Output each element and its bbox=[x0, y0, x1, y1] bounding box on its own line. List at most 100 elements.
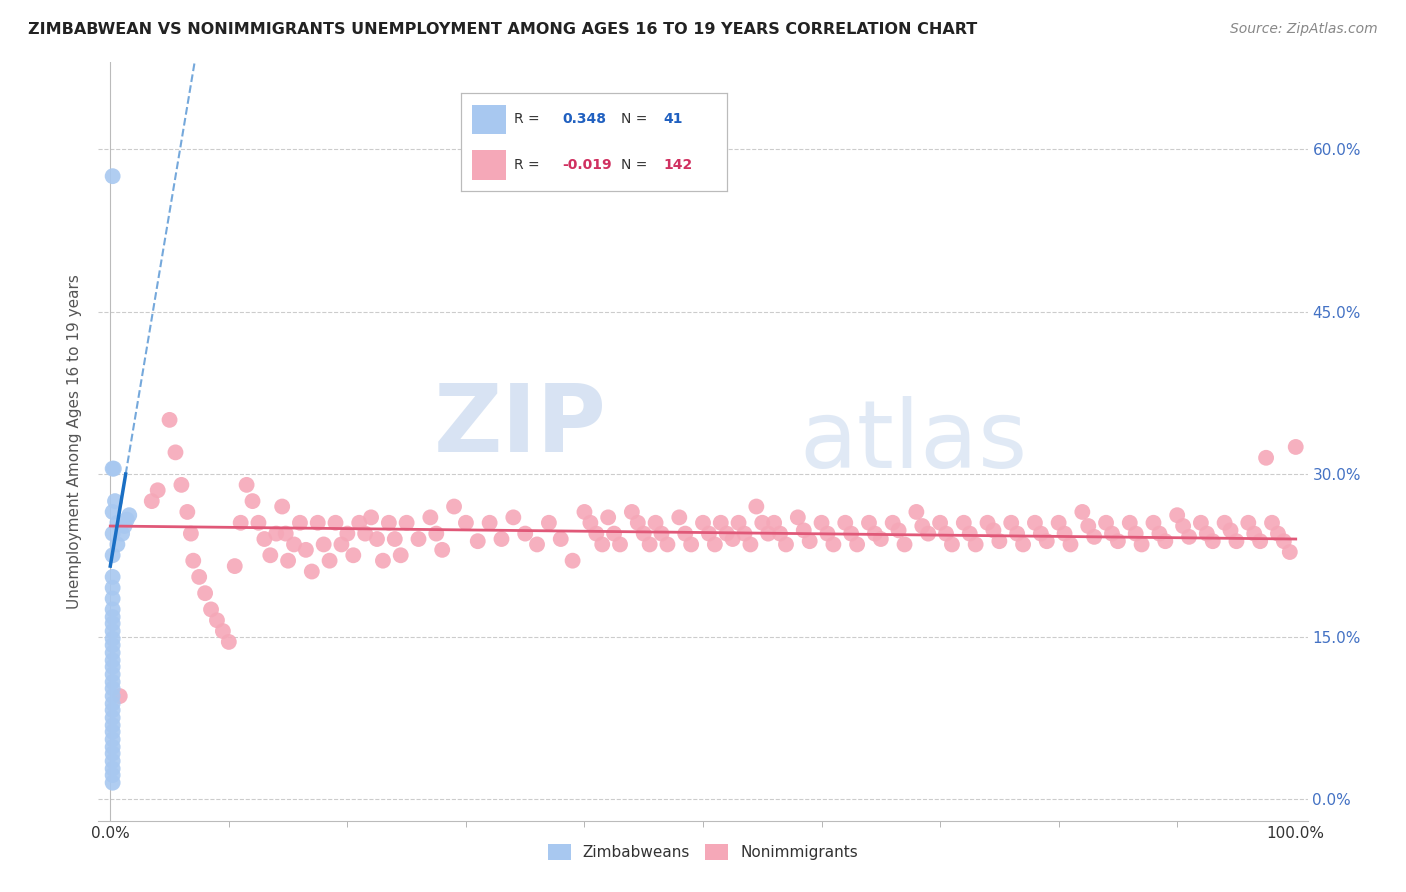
Point bbox=[959, 526, 981, 541]
Point bbox=[1024, 516, 1046, 530]
Point bbox=[734, 526, 756, 541]
Point bbox=[312, 537, 335, 551]
Point bbox=[775, 537, 797, 551]
Point bbox=[1237, 516, 1260, 530]
Point bbox=[1071, 505, 1094, 519]
Point bbox=[786, 510, 808, 524]
Point bbox=[1219, 524, 1241, 538]
Point bbox=[668, 510, 690, 524]
Point bbox=[1278, 545, 1301, 559]
Point bbox=[101, 570, 124, 584]
Point bbox=[101, 697, 124, 711]
Point bbox=[301, 565, 323, 579]
Point bbox=[911, 519, 934, 533]
Point bbox=[432, 542, 454, 557]
Point bbox=[1142, 516, 1164, 530]
Point bbox=[1005, 526, 1028, 541]
Point bbox=[425, 526, 447, 541]
Point bbox=[692, 516, 714, 530]
Point bbox=[170, 478, 193, 492]
Point bbox=[703, 537, 725, 551]
Point bbox=[941, 537, 963, 551]
Text: atlas: atlas bbox=[800, 395, 1028, 488]
Point bbox=[101, 724, 124, 739]
Point bbox=[1036, 534, 1059, 549]
Point bbox=[224, 559, 246, 574]
Point bbox=[745, 500, 768, 514]
Point bbox=[1154, 534, 1177, 549]
Point bbox=[101, 667, 124, 681]
Point bbox=[325, 516, 347, 530]
Point bbox=[1125, 526, 1147, 541]
Point bbox=[307, 516, 329, 530]
Point bbox=[101, 703, 124, 717]
Point bbox=[1095, 516, 1118, 530]
Point bbox=[101, 169, 124, 184]
Point bbox=[863, 526, 886, 541]
Point bbox=[101, 681, 124, 696]
Point bbox=[1000, 516, 1022, 530]
Point bbox=[101, 632, 124, 646]
Point bbox=[259, 548, 281, 563]
Point bbox=[976, 516, 998, 530]
Point bbox=[799, 534, 821, 549]
Point bbox=[247, 516, 270, 530]
Point bbox=[740, 537, 762, 551]
Point bbox=[176, 505, 198, 519]
Point bbox=[101, 739, 124, 754]
Point bbox=[550, 532, 572, 546]
Point bbox=[1195, 526, 1218, 541]
Point bbox=[101, 768, 124, 782]
Point bbox=[1243, 526, 1265, 541]
Point bbox=[118, 508, 141, 523]
Point bbox=[1178, 530, 1201, 544]
Point bbox=[101, 548, 124, 563]
Point bbox=[869, 532, 891, 546]
Point bbox=[101, 581, 124, 595]
Point bbox=[793, 524, 815, 538]
Point bbox=[988, 534, 1011, 549]
Point bbox=[716, 526, 738, 541]
Point bbox=[389, 548, 412, 563]
Point bbox=[1077, 519, 1099, 533]
Point bbox=[1225, 534, 1247, 549]
Point bbox=[823, 537, 845, 551]
Point bbox=[101, 747, 124, 761]
Point bbox=[983, 524, 1005, 538]
Point bbox=[965, 537, 987, 551]
Point bbox=[1053, 526, 1076, 541]
Point bbox=[1101, 526, 1123, 541]
Point bbox=[274, 526, 297, 541]
Point bbox=[1083, 530, 1105, 544]
Point bbox=[810, 516, 832, 530]
Point bbox=[101, 711, 124, 725]
Point bbox=[378, 516, 401, 530]
Point bbox=[638, 537, 661, 551]
Point bbox=[1285, 440, 1308, 454]
Point bbox=[1189, 516, 1212, 530]
Point bbox=[101, 754, 124, 768]
Point bbox=[159, 413, 181, 427]
Point bbox=[579, 516, 602, 530]
Point bbox=[443, 500, 465, 514]
Point bbox=[756, 526, 779, 541]
Point bbox=[200, 602, 222, 616]
Point bbox=[1130, 537, 1153, 551]
Point bbox=[104, 494, 127, 508]
Point bbox=[751, 516, 773, 530]
Point bbox=[697, 526, 720, 541]
Point bbox=[673, 526, 696, 541]
Point bbox=[681, 537, 703, 551]
Point bbox=[188, 570, 211, 584]
Point bbox=[526, 537, 548, 551]
Point bbox=[114, 519, 136, 533]
Point bbox=[1171, 519, 1194, 533]
Point bbox=[101, 776, 124, 790]
Point bbox=[229, 516, 252, 530]
Point bbox=[598, 510, 620, 524]
Point bbox=[1261, 516, 1284, 530]
Point bbox=[935, 526, 957, 541]
Point bbox=[419, 510, 441, 524]
Point bbox=[101, 610, 124, 624]
Point bbox=[105, 537, 128, 551]
